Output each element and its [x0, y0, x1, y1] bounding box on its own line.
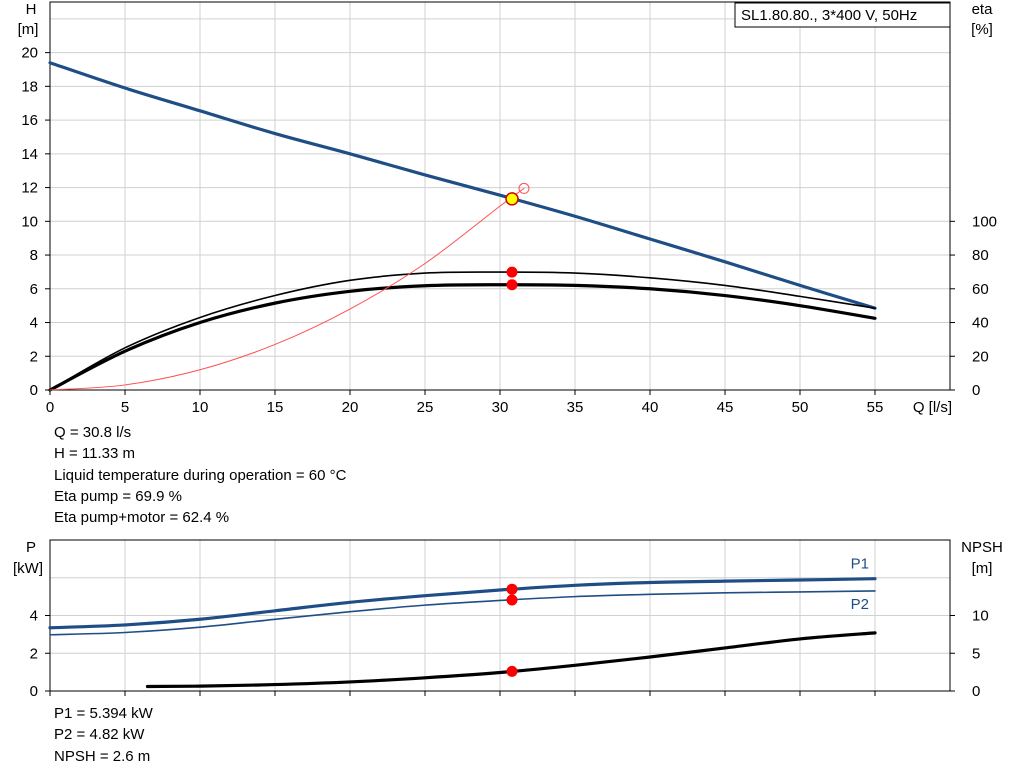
panel1-x-tick-label: 45	[717, 399, 734, 416]
panel1-y-tick-label: 6	[30, 281, 38, 298]
info-q: Q = 30.8 l/s	[54, 424, 132, 441]
panel1-y-tick-label: 2	[30, 348, 38, 365]
panel2-operating-point-marker	[506, 594, 518, 606]
panel1-y-axis-label: H	[26, 1, 37, 18]
panel2-operating-point-marker	[506, 583, 518, 595]
panel2-y2-tick-label: 0	[972, 683, 980, 700]
panel1-x-tick-label: 40	[642, 399, 659, 416]
panel1-series-eta-pump	[49, 271, 876, 391]
panel1-x-tick-label: 5	[121, 399, 129, 416]
info-h: H = 11.33 m	[54, 445, 136, 463]
panel2-operating-point-marker	[506, 665, 518, 677]
panel1-y2-axis-unit: [%]	[971, 21, 993, 38]
panel1-y-tick-label: 8	[30, 247, 38, 264]
info-p2: P2 = 4.82 kW	[54, 726, 145, 744]
panel2-y-tick-label: 2	[30, 645, 38, 662]
operating-point-info: Q = 30.8 l/s H = 11.33 m Liquid temperat…	[54, 422, 346, 528]
panel1-x-tick-label: 15	[267, 399, 284, 416]
panel1-series-head	[48, 61, 877, 310]
panel2-y-axis-unit: [kW]	[13, 560, 43, 577]
panel1-x-tick-label: 20	[342, 399, 359, 416]
info-npsh: NPSH = 2.6 m	[54, 747, 151, 765]
panel1-x-tick-label: 55	[867, 399, 884, 416]
panel1-y-tick-label: 4	[30, 315, 38, 332]
panel1-y-tick-label: 18	[21, 78, 38, 95]
panel2-y2-tick-label: 10	[972, 608, 989, 625]
panel1-operating-point-marker	[506, 266, 518, 278]
panel1-y2-tick-label: 40	[972, 315, 989, 332]
panel1-x-tick-label: 0	[46, 399, 54, 416]
panel2-series-NPSH	[145, 631, 877, 689]
info-liquid-temperature: Liquid temperature during operation = 60…	[54, 466, 347, 484]
panel1-y-tick-label: 16	[21, 112, 38, 129]
panel1-x-axis-label: Q [l/s]	[913, 399, 952, 416]
panel2-series-label-P1: P1	[851, 556, 869, 573]
panel1-y-tick-label: 10	[21, 213, 38, 230]
panel2-series-label-P2: P2	[851, 596, 869, 613]
panel2-y-tick-label: 4	[30, 608, 38, 625]
panel1-y-tick-label: 0	[30, 382, 38, 399]
panel1-x-tick-label: 30	[492, 399, 509, 416]
panel1-duty-point-marker	[505, 192, 519, 206]
panel1-y2-tick-label: 0	[972, 382, 980, 399]
panel1-title-box	[734, 2, 951, 28]
panel2-y-tick-label: 0	[30, 683, 38, 700]
power-npsh-info: P1 = 5.394 kW P2 = 4.82 kW NPSH = 2.6 m	[54, 703, 153, 767]
panel1-series-system-curve	[49, 187, 525, 391]
info-eta-pump-motor: Eta pump+motor = 62.4 %	[54, 509, 230, 527]
panel1-x-tick-label: 35	[567, 399, 584, 416]
panel1-y-tick-label: 20	[21, 45, 38, 62]
panel1-chart-title: SL1.80.80., 3*400 V, 50Hz	[741, 7, 917, 24]
panel2-y2-axis-unit: [m]	[972, 560, 993, 577]
panel1-operating-point-marker	[506, 279, 518, 291]
panel2-series-P1	[48, 577, 877, 630]
panel1-x-tick-label: 25	[417, 399, 434, 416]
panel1-y-tick-label: 14	[21, 146, 38, 163]
panel1-y2-axis-label: eta	[972, 1, 994, 18]
panel1-y2-tick-label: 20	[972, 348, 989, 365]
panel1-system-curve-end-marker	[518, 182, 530, 194]
panel2-y2-tick-label: 5	[972, 645, 980, 662]
panel1-series-eta-pump-motor	[48, 283, 877, 392]
panel1-x-tick-label: 50	[792, 399, 809, 416]
panel2-series-P2	[49, 590, 876, 636]
panel2-y2-axis-label: NPSH	[961, 539, 1003, 556]
panel2-y-axis-label: P	[26, 539, 36, 556]
panel1-y2-tick-label: 80	[972, 247, 989, 264]
panel1-x-tick-label: 10	[192, 399, 209, 416]
panel1-y2-tick-label: 100	[972, 213, 997, 230]
info-eta-pump: Eta pump = 69.9 %	[54, 487, 182, 505]
panel1-y-tick-label: 12	[21, 180, 38, 197]
panel1-y2-tick-label: 60	[972, 281, 989, 298]
panel1-y-axis-unit: [m]	[18, 21, 39, 38]
info-p1: P1 = 5.394 kW	[54, 705, 153, 722]
